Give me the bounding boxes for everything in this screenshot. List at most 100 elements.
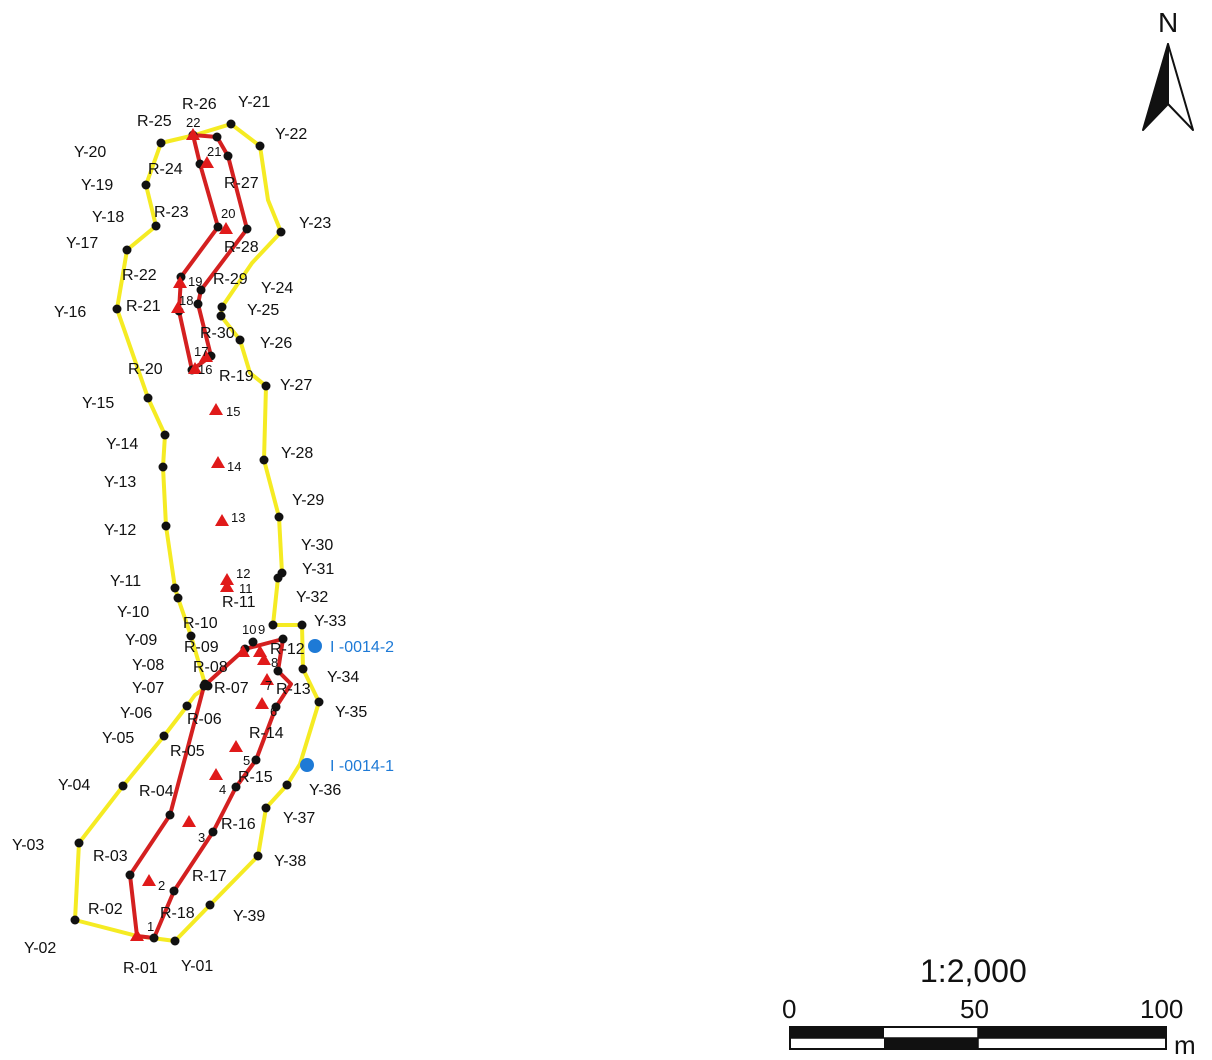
label-t10: 10: [242, 622, 256, 637]
blue-point-2: [308, 639, 322, 653]
red-point-markers: [125, 130, 288, 943]
blue-point-1: [300, 758, 314, 772]
label-y-35: Y-35: [335, 704, 367, 721]
north-arrow-icon: [1142, 43, 1194, 131]
label-r-27: R-27: [224, 175, 259, 192]
label-y-37: Y-37: [283, 810, 315, 827]
label-r-07: R-07: [214, 680, 249, 697]
label-blue-1: I -0014-1: [330, 758, 394, 775]
scale-tick-100: 100: [1140, 994, 1183, 1024]
label-y-24: Y-24: [261, 280, 293, 297]
label-t9: 9: [258, 622, 265, 637]
label-y-28: Y-28: [281, 445, 313, 462]
scale-tick-50: 50: [960, 994, 989, 1024]
label-y-03: Y-03: [12, 837, 44, 854]
label-r-02: R-02: [88, 901, 123, 918]
label-r-13: R-13: [276, 681, 311, 698]
label-r-21: R-21: [126, 298, 161, 315]
label-r-10: R-10: [183, 615, 218, 632]
label-t21: 21: [207, 144, 221, 159]
label-t1: 1: [147, 919, 154, 934]
label-r-05: R-05: [170, 743, 205, 760]
label-t20: 20: [221, 206, 235, 221]
label-y-14: Y-14: [106, 436, 138, 453]
label-t19: 19: [188, 274, 202, 289]
label-r-15: R-15: [238, 769, 273, 786]
label-r-24: R-24: [148, 161, 183, 178]
label-y-22: Y-22: [275, 126, 307, 143]
label-r-11: R-11: [222, 594, 256, 611]
scale-tick-0: 0: [782, 994, 796, 1024]
label-r-26: R-26: [182, 96, 217, 113]
label-y-36: Y-36: [309, 782, 341, 799]
label-y-05: Y-05: [102, 730, 134, 747]
label-y-04: Y-04: [58, 777, 90, 794]
red-boundary: [128, 637, 293, 940]
label-y-23: Y-23: [299, 215, 331, 232]
scale-bar: [789, 1026, 1167, 1050]
label-t14: 14: [227, 459, 241, 474]
label-blue-2: I -0014-2: [330, 639, 394, 656]
label-t13: 13: [231, 510, 245, 525]
label-y-17: Y-17: [66, 235, 98, 252]
label-r-14: R-14: [249, 725, 284, 742]
label-t7: 7: [265, 678, 272, 693]
scale-ratio: 1:2,000: [920, 953, 1027, 989]
label-y-02: Y-02: [24, 940, 56, 957]
label-r-04: R-04: [139, 783, 174, 800]
label-y-07: Y-07: [132, 680, 164, 697]
label-y-25: Y-25: [247, 302, 279, 319]
label-y-10: Y-10: [117, 604, 149, 621]
label-r-01: R-01: [123, 960, 158, 977]
label-y-29: Y-29: [292, 492, 324, 509]
label-y-31: Y-31: [302, 561, 334, 578]
label-y-01: Y-01: [181, 958, 213, 975]
label-y-16: Y-16: [54, 304, 86, 321]
label-y-08: Y-08: [132, 657, 164, 674]
label-t3: 3: [198, 830, 205, 845]
label-t17: 17: [194, 344, 208, 359]
label-r-18: R-18: [160, 905, 195, 922]
label-r-12: R-12: [270, 641, 305, 658]
label-y-15: Y-15: [82, 395, 114, 412]
scale-unit: m: [1174, 1030, 1196, 1060]
north-label: N: [1158, 7, 1178, 38]
label-r-17: R-17: [192, 868, 227, 885]
label-t18: 18: [179, 293, 193, 308]
triangle-markers: [130, 128, 274, 941]
label-r-03: R-03: [93, 848, 128, 865]
label-r-28: R-28: [224, 239, 259, 256]
label-r-08: R-08: [193, 659, 228, 676]
label-y-34: Y-34: [327, 669, 359, 686]
label-r-29: R-29: [213, 271, 248, 288]
label-t22: 22: [186, 115, 200, 130]
label-y-21: Y-21: [238, 94, 270, 111]
label-y-20: Y-20: [74, 144, 106, 161]
yellow-point-markers: [70, 119, 324, 946]
label-r-23: R-23: [154, 204, 189, 221]
label-y-38: Y-38: [274, 853, 306, 870]
label-y-27: Y-27: [280, 377, 312, 394]
label-y-12: Y-12: [104, 522, 136, 539]
label-t11: 11: [239, 581, 253, 596]
label-t4: 4: [219, 782, 226, 797]
label-r-30: R-30: [200, 325, 235, 342]
label-r-22: R-22: [122, 267, 157, 284]
label-r-20: R-20: [128, 361, 163, 378]
label-y-09: Y-09: [125, 632, 157, 649]
label-r-16: R-16: [221, 816, 256, 833]
label-t12: 12: [236, 566, 250, 581]
label-r-09: R-09: [184, 639, 219, 656]
label-y-26: Y-26: [260, 335, 292, 352]
label-r-06: R-06: [187, 711, 222, 728]
label-t16: 16: [198, 362, 212, 377]
label-y-32: Y-32: [296, 589, 328, 606]
label-r-19: R-19: [219, 368, 254, 385]
label-y-30: Y-30: [301, 537, 333, 554]
label-y-13: Y-13: [104, 474, 136, 491]
label-y-11: Y-11: [110, 573, 141, 590]
label-t8: 8: [271, 655, 278, 670]
label-y-39: Y-39: [233, 908, 265, 925]
label-t15: 15: [226, 404, 240, 419]
